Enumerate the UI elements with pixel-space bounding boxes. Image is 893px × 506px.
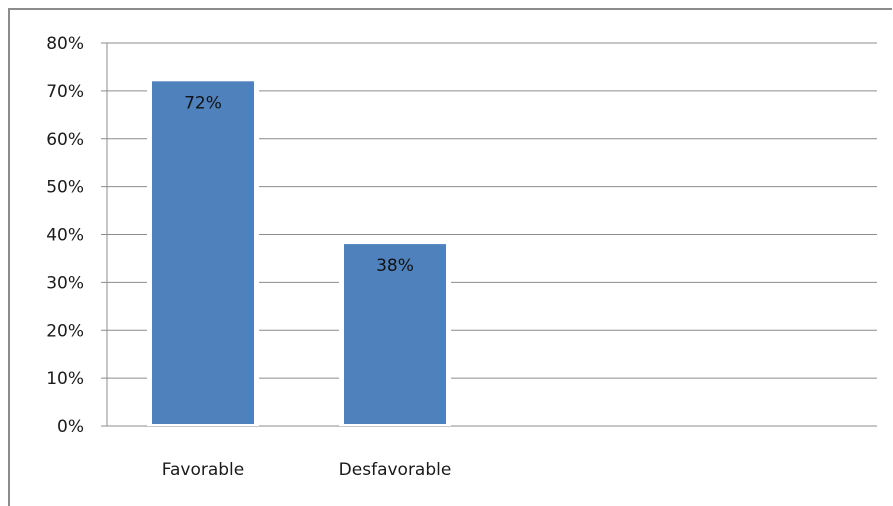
data-label: 38% bbox=[376, 256, 414, 276]
y-tick-label: 60% bbox=[46, 130, 84, 150]
data-label: 72% bbox=[184, 93, 222, 113]
bars bbox=[147, 76, 451, 427]
bar-favorable bbox=[152, 81, 254, 425]
category-label: Favorable bbox=[162, 460, 244, 480]
data-labels: 72% 38% bbox=[184, 93, 414, 276]
category-labels: Favorable Desfavorable bbox=[162, 460, 452, 480]
category-label: Desfavorable bbox=[339, 460, 452, 480]
y-tick-label: 80% bbox=[46, 34, 84, 54]
y-tick-label: 0% bbox=[57, 417, 84, 437]
y-tick-label: 20% bbox=[46, 321, 84, 341]
y-tick-label: 10% bbox=[46, 369, 84, 389]
y-tick-label: 70% bbox=[46, 82, 84, 102]
bar-desfavorable bbox=[344, 244, 446, 424]
y-tick-label: 30% bbox=[46, 273, 84, 293]
y-tick-label: 50% bbox=[46, 178, 84, 198]
y-tick-label: 40% bbox=[46, 226, 84, 246]
y-tick-labels: 0% 10% 20% 30% 40% 50% 60% 70% 80% bbox=[46, 34, 84, 437]
